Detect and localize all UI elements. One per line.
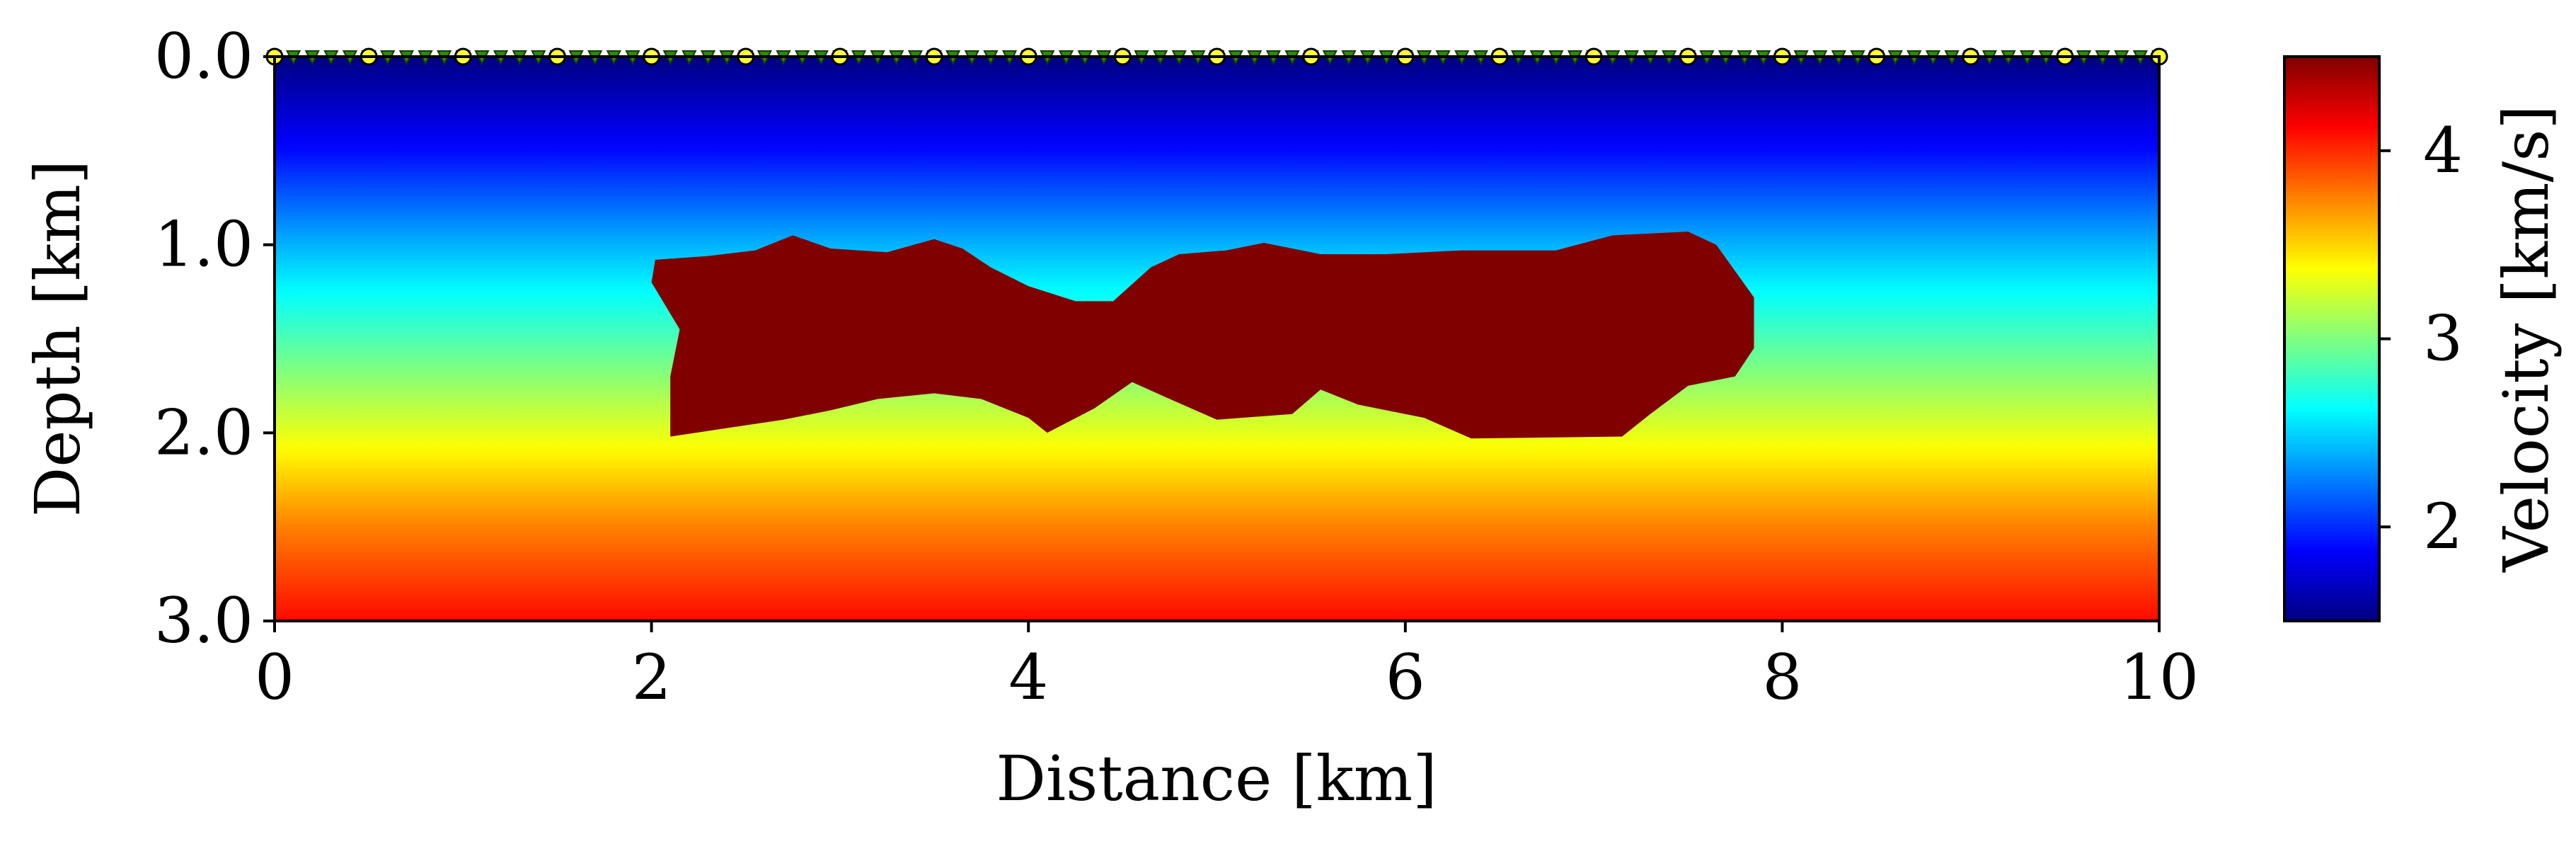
y-tick-label: 0.0 bbox=[154, 20, 253, 93]
y-tick-label: 2.0 bbox=[154, 396, 253, 469]
colorbar bbox=[2283, 55, 2381, 622]
y-axis-label: Depth [km] bbox=[21, 160, 94, 517]
y-tick-label: 3.0 bbox=[154, 584, 253, 657]
x-tick-label: 6 bbox=[1386, 641, 1425, 714]
y-axis-ticks: 0.0 1.0 2.0 3.0 bbox=[154, 20, 275, 657]
y-tick-label: 1.0 bbox=[154, 208, 253, 281]
x-axis-label: Distance [km] bbox=[996, 742, 1437, 815]
x-tick-label: 0 bbox=[255, 641, 294, 714]
x-tick-label: 8 bbox=[1762, 641, 1802, 714]
high-velocity-anomaly bbox=[651, 232, 1754, 439]
x-tick-label: 4 bbox=[1008, 641, 1048, 714]
plot-frame bbox=[273, 55, 2161, 622]
colorbar-tick-label: 3 bbox=[2423, 302, 2463, 375]
colorbar-ticks: 2 3 4 bbox=[2379, 114, 2463, 563]
x-tick-label: 10 bbox=[2120, 641, 2199, 714]
colorbar-tick-label: 2 bbox=[2423, 490, 2463, 563]
colorbar-tick-label: 4 bbox=[2423, 114, 2463, 187]
x-axis-ticks: 0 2 4 6 8 10 bbox=[255, 621, 2199, 714]
colorbar-label: Velocity [km/s] bbox=[2490, 105, 2563, 572]
x-tick-label: 2 bbox=[632, 641, 672, 714]
